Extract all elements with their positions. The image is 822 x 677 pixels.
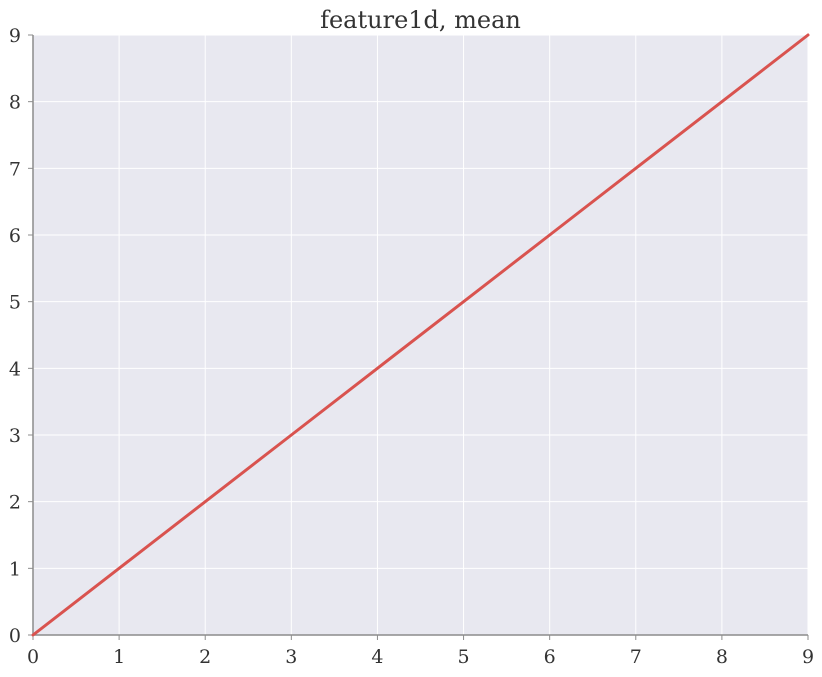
x-tick-label: 2 [199, 646, 211, 668]
y-tick-label: 2 [9, 492, 21, 514]
y-tick-label: 1 [9, 558, 21, 580]
chart-title: feature1d, mean [320, 6, 521, 34]
x-tick-label: 7 [630, 646, 642, 668]
y-tick-label: 8 [9, 92, 21, 114]
x-tick-label: 9 [802, 646, 814, 668]
y-tick-label: 3 [9, 425, 21, 447]
tick-labels: 0 1 2 3 4 5 6 7 8 9 0 1 2 3 4 5 6 7 8 9 [9, 25, 814, 668]
y-tick-label: 7 [9, 158, 21, 180]
x-tick-label: 0 [27, 646, 39, 668]
x-tick-label: 5 [458, 646, 470, 668]
x-tick-label: 3 [285, 646, 297, 668]
axes [28, 34, 809, 640]
series-line [31, 33, 810, 637]
y-tick-label: 6 [9, 225, 21, 247]
x-tick-label: 6 [544, 646, 556, 668]
y-tick-label: 9 [9, 25, 21, 47]
x-tick-label: 1 [113, 646, 125, 668]
series-layer [31, 33, 810, 637]
y-tick-label: 5 [9, 292, 21, 314]
y-tick-label: 0 [9, 625, 21, 647]
x-tick-label: 4 [371, 646, 383, 668]
y-tick-label: 4 [9, 358, 21, 380]
x-tick-label: 8 [716, 646, 728, 668]
